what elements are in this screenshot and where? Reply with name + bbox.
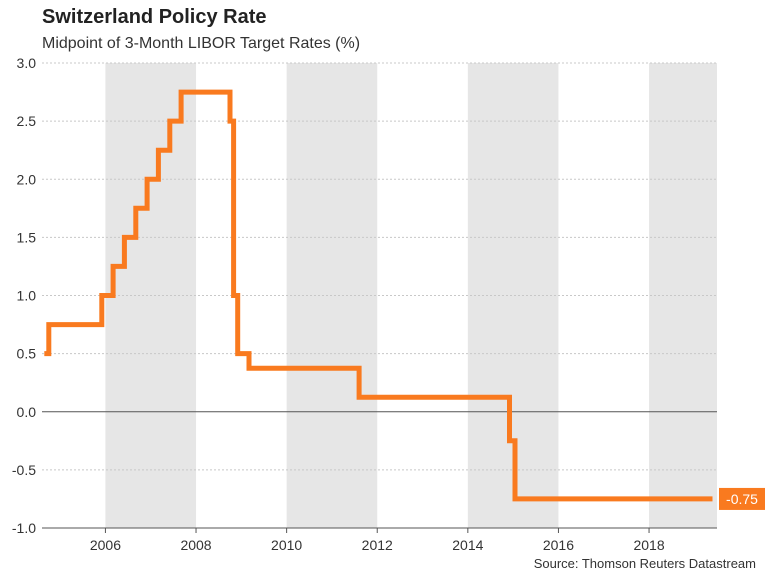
x-tick-label: 2014: [452, 537, 483, 553]
end-value-label-background: [719, 487, 765, 510]
end-value-label-text: -0.75: [726, 491, 758, 507]
data-point: [180, 91, 183, 94]
data-point: [100, 294, 103, 297]
data-point: [146, 178, 149, 181]
data-point: [711, 497, 714, 500]
x-tick-label: 2010: [271, 537, 302, 553]
chart-source: Source: Thomson Reuters Datastream: [533, 556, 756, 571]
y-tick-label: -1.0: [12, 520, 36, 536]
x-tick-label: 2012: [362, 537, 393, 553]
chart-subtitle: Midpoint of 3-Month LIBOR Target Rates (…: [42, 35, 361, 52]
y-tick-label: 0.0: [17, 404, 37, 420]
chart-title: Switzerland Policy Rate: [42, 6, 267, 28]
y-tick-label: 1.5: [17, 229, 37, 245]
y-tick-label: 3.0: [17, 55, 37, 71]
x-tick-label: 2016: [543, 537, 574, 553]
data-point: [229, 120, 232, 123]
series-line-0: [44, 89, 713, 502]
data-point: [157, 149, 160, 152]
data-point: [134, 207, 137, 210]
x-tick-label: 2006: [90, 537, 121, 553]
data-point: [508, 439, 511, 442]
data-point: [513, 497, 516, 500]
y-tick-label: 0.5: [17, 346, 37, 362]
axes: [42, 411, 717, 529]
y-tick-label: 2.5: [17, 113, 37, 129]
data-point: [236, 352, 239, 355]
data-point: [358, 396, 361, 399]
y-tick-label: 1.0: [17, 288, 37, 304]
x-tick-label: 2008: [180, 537, 211, 553]
series-layer: [43, 89, 714, 502]
end-value-label: -0.75: [719, 487, 765, 510]
y-tick-label: -0.5: [12, 462, 36, 478]
data-point: [43, 352, 46, 355]
data-point: [168, 120, 171, 123]
data-point: [248, 367, 251, 370]
data-point: [47, 323, 50, 326]
y-axis-ticks: -1.0 -0.5 0.0 0.5 1.0 1.5 2.0 2.5 3.0: [12, 55, 36, 536]
data-point: [232, 294, 235, 297]
data-point: [112, 265, 115, 268]
x-tick-label: 2018: [633, 537, 664, 553]
y-tick-label: 2.0: [17, 171, 37, 187]
data-point: [123, 236, 126, 239]
x-axis-ticks: 2006 2008 2010 2012 2014 2016 2018: [90, 528, 665, 553]
